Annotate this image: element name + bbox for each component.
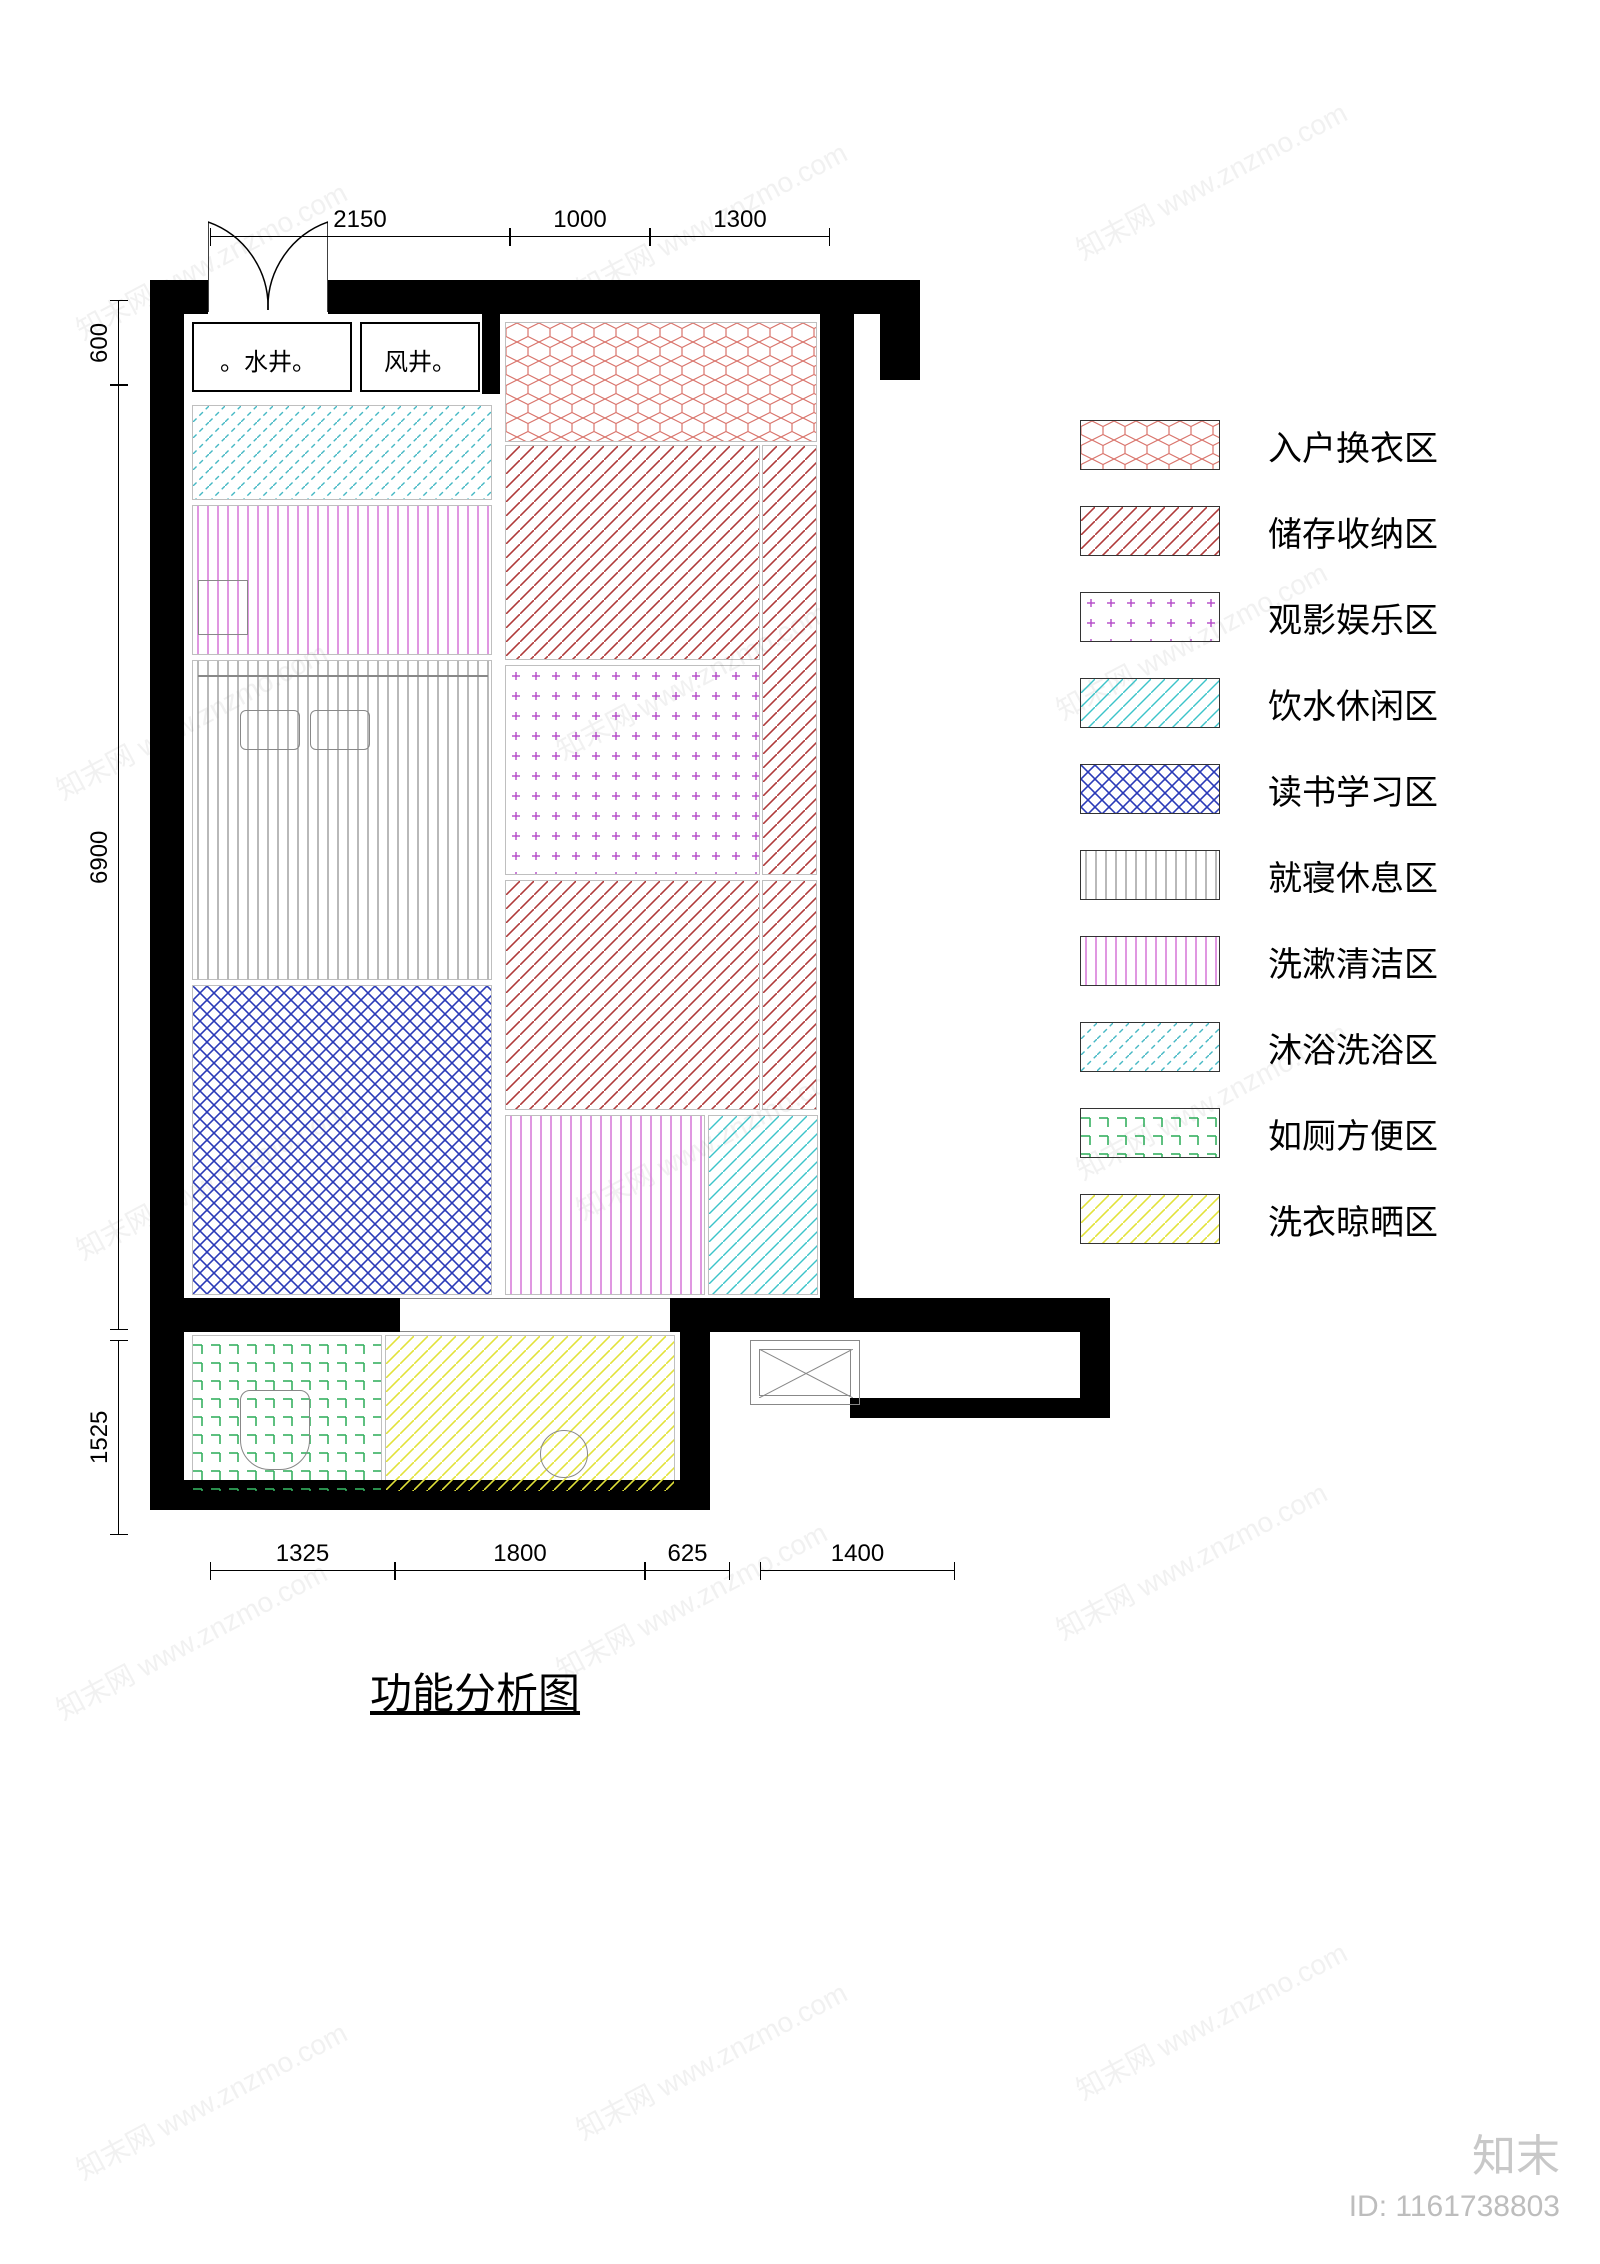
dim-line — [645, 1570, 730, 1571]
legend-swatch-sleep — [1080, 850, 1220, 900]
zone-laundry — [385, 1335, 675, 1492]
dim-label: 6900 — [86, 385, 114, 1330]
legend-swatch-study — [1080, 764, 1220, 814]
dim-label: 1000 — [510, 206, 650, 234]
dim-line — [118, 300, 119, 385]
asset-id: 知末 ID: 1161738803 — [1349, 2120, 1560, 2224]
dim-label: 1300 — [650, 206, 830, 234]
zone-storage3 — [505, 880, 760, 1110]
watermark: 知末网 www.znzmo.com — [548, 1511, 833, 1688]
legend-label-study: 读书学习区 — [1268, 765, 1438, 814]
zone-bath — [192, 405, 492, 500]
canvas: 知末网 www.znzmo.com 知末网 www.znzmo.com 知末网 … — [0, 0, 1600, 2264]
balcony-unit — [750, 1340, 860, 1405]
pillow-icon — [310, 710, 370, 750]
dim-line — [118, 385, 119, 1330]
zone-sleep — [192, 660, 492, 980]
dim-line — [650, 236, 830, 237]
legend-row-entry: 入户换衣区 — [1080, 420, 1560, 470]
legend-row-sleep: 就寝休息区 — [1080, 850, 1560, 900]
legend-row-study: 读书学习区 — [1080, 764, 1560, 814]
id-label: ID: 1161738803 — [1349, 2190, 1560, 2224]
wall-right-upper — [820, 280, 854, 1300]
legend-label-laundry: 洗衣晾晒区 — [1268, 1195, 1438, 1244]
caption: 功能分析图 — [370, 1660, 580, 1721]
legend-label-bath: 沐浴洗浴区 — [1268, 1023, 1438, 1072]
door-arc-icon — [208, 212, 328, 314]
legend-label-entry: 入户换衣区 — [1268, 421, 1438, 470]
wall-balcony-top-ext — [850, 1298, 1110, 1332]
watermark: 知末网 www.znzmo.com — [568, 1971, 853, 2148]
legend-swatch-toilet — [1080, 1108, 1220, 1158]
zone-storage2 — [762, 445, 817, 875]
dim-label: 1800 — [395, 1540, 645, 1568]
watermark: 知末网 www.znzmo.com — [48, 1551, 333, 1728]
legend-row-wash: 洗漱清洁区 — [1080, 936, 1560, 986]
legend-swatch-storage — [1080, 506, 1220, 556]
legend-swatch-laundry — [1080, 1194, 1220, 1244]
legend-row-media: 观影娱乐区 — [1080, 592, 1560, 642]
watermark: 知末网 www.znzmo.com — [1068, 91, 1353, 268]
legend-row-toilet: 如厕方便区 — [1080, 1108, 1560, 1158]
legend-swatch-drink — [1080, 678, 1220, 728]
balcony-door — [400, 1298, 670, 1332]
zone-storage1 — [505, 445, 760, 660]
bed-headline — [198, 675, 488, 687]
wall-balcony-right-inner — [680, 1332, 710, 1510]
zone-wash2 — [505, 1115, 705, 1295]
legend-swatch-bath — [1080, 1022, 1220, 1072]
zone-study — [192, 985, 492, 1295]
watermark: 知末网 www.znzmo.com — [68, 2011, 353, 2188]
dim-label: 1400 — [760, 1540, 955, 1568]
legend-swatch-wash — [1080, 936, 1220, 986]
legend-row-bath: 沐浴洗浴区 — [1080, 1022, 1560, 1072]
watermark: 知末网 www.znzmo.com — [1068, 1931, 1353, 2108]
shaft-divider-wall — [482, 314, 500, 394]
toilet-icon — [240, 1390, 310, 1470]
dim-line — [510, 236, 650, 237]
dim-line — [118, 1340, 119, 1535]
legend-swatch-entry — [1080, 420, 1220, 470]
watermark: 知末网 www.znzmo.com — [1048, 1471, 1333, 1648]
zone-entry — [505, 322, 817, 442]
washer-icon — [540, 1430, 588, 1478]
wall-projection-top — [820, 280, 920, 300]
zone-media — [505, 665, 760, 875]
legend-label-drink: 饮水休闲区 — [1268, 679, 1438, 728]
legend-label-sleep: 就寝休息区 — [1268, 851, 1438, 900]
dim-label: 625 — [645, 1540, 730, 1568]
legend-label-media: 观影娱乐区 — [1268, 593, 1438, 642]
wall-balcony-low — [850, 1398, 1110, 1418]
dim-label: 1525 — [86, 1340, 114, 1535]
cabinet-icon — [198, 580, 248, 635]
floor-plan: 。水井。 风井。 — [150, 280, 920, 1510]
brand-label: 知末 — [1349, 2120, 1560, 2184]
legend-swatch-media — [1080, 592, 1220, 642]
dim-line — [395, 1570, 645, 1571]
dim-line — [210, 1570, 395, 1571]
legend-label-toilet: 如厕方便区 — [1268, 1109, 1438, 1158]
dim-label: 1325 — [210, 1540, 395, 1568]
legend: 入户换衣区储存收纳区观影娱乐区饮水休闲区读书学习区就寝休息区洗漱清洁区沐浴洗浴区… — [1080, 420, 1560, 1280]
legend-row-drink: 饮水休闲区 — [1080, 678, 1560, 728]
dim-line — [760, 1570, 955, 1571]
legend-label-wash: 洗漱清洁区 — [1268, 937, 1438, 986]
legend-row-storage: 储存收纳区 — [1080, 506, 1560, 556]
legend-label-storage: 储存收纳区 — [1268, 507, 1438, 556]
dim-label: 600 — [86, 300, 114, 385]
zone-drink — [708, 1115, 818, 1295]
shaft-wind-label: 风井。 — [384, 342, 456, 377]
shaft-water-label: 。水井。 — [220, 342, 316, 377]
zone-storage4 — [762, 880, 817, 1110]
pillow-icon — [240, 710, 300, 750]
legend-row-laundry: 洗衣晾晒区 — [1080, 1194, 1560, 1244]
